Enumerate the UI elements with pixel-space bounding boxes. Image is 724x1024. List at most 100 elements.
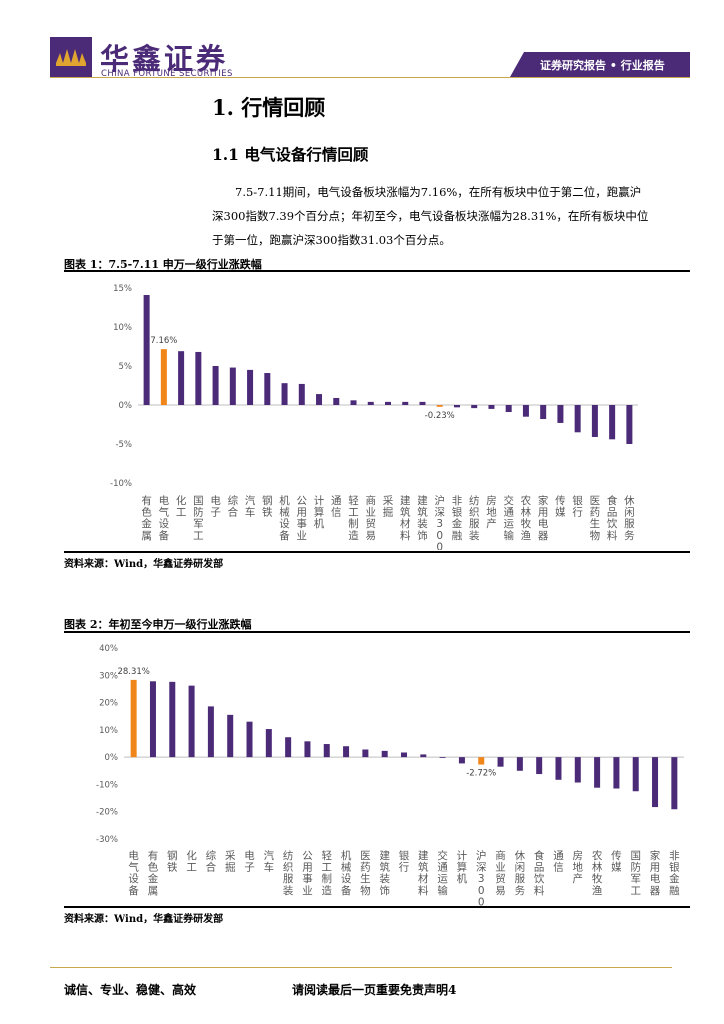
chart2-bar bbox=[381, 750, 388, 758]
paragraph-line-1: 7.5-7.11期间，电气设备板块涨幅为7.16%，在所有板块中位于第二位，跑赢… bbox=[235, 185, 642, 199]
chart1-category-label: 通信 bbox=[331, 495, 342, 519]
chart2-category-label: 建筑材料 bbox=[418, 849, 429, 897]
section-title: 1. 行情回顾 bbox=[212, 95, 326, 120]
chart2-ytick-label: 0% bbox=[105, 753, 119, 763]
chart1-category-label: 有色金属 bbox=[141, 494, 152, 542]
chart1-category-label: 家用电器 bbox=[538, 494, 549, 542]
chart2-category-label: 汽车 bbox=[264, 849, 275, 874]
chart2-category-label: 家用电器 bbox=[650, 849, 661, 897]
chart1-category-label: 食品饮料 bbox=[607, 494, 618, 542]
chart2-bar bbox=[594, 757, 601, 788]
chart2-bar bbox=[246, 721, 253, 758]
chart1-ytick-label: -5% bbox=[115, 440, 132, 450]
chart2-bar bbox=[207, 706, 214, 758]
chart1-bar bbox=[298, 383, 305, 405]
figure1-bottom-rule bbox=[64, 551, 690, 553]
chart1-category-label: 电子 bbox=[210, 494, 221, 519]
chart1-ytick-label: 15% bbox=[113, 284, 132, 294]
chart1-bar bbox=[453, 405, 460, 408]
chart2-category-label: 房地产 bbox=[573, 849, 584, 885]
chart1-bar bbox=[574, 405, 581, 433]
chart2-bar bbox=[149, 681, 156, 758]
chart1-ytick-label: -10% bbox=[110, 479, 132, 489]
chart1-bar bbox=[333, 397, 340, 405]
chart1-bar bbox=[609, 405, 616, 440]
chart2-ytick-label: -30% bbox=[96, 835, 118, 845]
chart2-category-label: 建筑装饰 bbox=[379, 849, 390, 897]
chart1-category-label: 化工 bbox=[176, 494, 187, 519]
chart2-bar bbox=[130, 679, 137, 758]
chart1-category-label: 传媒 bbox=[555, 495, 566, 519]
chart1-category-label: 房地产 bbox=[486, 494, 497, 530]
chart2-ytick-label: 10% bbox=[99, 726, 118, 736]
chart2-bar bbox=[458, 757, 465, 764]
chart2-bar bbox=[555, 757, 562, 780]
chart1-category-label: 机械设备 bbox=[279, 494, 290, 542]
chart2-category-label: 计算机 bbox=[457, 849, 468, 885]
chart1-bar bbox=[505, 405, 512, 413]
chart2: -30% -20% -10% 0% 10% 20% 30% 40% 电气设备 28.31% 有色金属… bbox=[96, 644, 684, 906]
chart1-category-label: 交通运输 bbox=[503, 494, 514, 542]
chart1-bar bbox=[281, 383, 288, 405]
chart2-category-label: 国防军工 bbox=[630, 850, 641, 897]
chart2-category-label: 商业贸易 bbox=[495, 849, 506, 897]
chart2-category-label: 非银金融 bbox=[669, 850, 680, 897]
footer-motto: 诚信、专业、稳健、高效 bbox=[64, 983, 197, 997]
chart2-bar bbox=[574, 757, 581, 783]
brand-name-english: CHINA FORTUNE SECURITIES bbox=[101, 69, 233, 79]
chart1-category-label: 休闲服务 bbox=[624, 495, 635, 542]
chart1-bar bbox=[212, 366, 219, 405]
chart2-category-label: 交通运输 bbox=[437, 849, 448, 897]
chart1-data-label: 7.16% bbox=[150, 336, 177, 346]
chart2-bar bbox=[188, 685, 195, 758]
chart1-ytick-label: 5% bbox=[119, 362, 133, 372]
chart2-category-label: 化工 bbox=[186, 849, 197, 874]
chart1-category-label: 汽车 bbox=[245, 494, 256, 519]
chart2-category-label: 通信 bbox=[553, 850, 564, 874]
chart2-bar bbox=[285, 737, 292, 758]
chart1-category-label: 建筑材料 bbox=[400, 494, 411, 542]
footer-divider bbox=[50, 967, 672, 968]
chart1-category-label: 医药生物 bbox=[590, 495, 601, 542]
chart2-category-label: 纺织服装 bbox=[283, 849, 294, 897]
chart2-bar bbox=[652, 757, 659, 808]
chart1-bar bbox=[229, 367, 236, 405]
chart2-bar bbox=[478, 757, 485, 765]
chart1-category-label: 农林牧渔 bbox=[521, 494, 532, 542]
chart2-category-label: 有色金属 bbox=[148, 849, 159, 897]
chart1-bar bbox=[247, 369, 254, 405]
chart2-category-label: 钢铁 bbox=[167, 849, 178, 874]
chart1-category-label: 综合 bbox=[228, 494, 239, 519]
chart1-bar bbox=[557, 405, 564, 423]
report-type-label: 证券研究报告 • 行业报告 bbox=[540, 59, 665, 72]
chart1-category-label: 沪深 3 0 0 bbox=[434, 494, 445, 550]
chart2-bar bbox=[323, 744, 330, 758]
chart1-bar bbox=[385, 401, 391, 405]
chart1-bar bbox=[402, 401, 409, 405]
figure1-title: 图表 1：7.5-7.11 申万一级行业涨跌幅 bbox=[64, 258, 262, 271]
chart2-bar bbox=[632, 757, 639, 792]
chart2-category-label: 休闲服务 bbox=[515, 850, 526, 897]
chart1-data-label: -0.23% bbox=[425, 411, 455, 421]
chart2-category-label: 食品饮料 bbox=[534, 849, 545, 897]
chart1-bar bbox=[264, 373, 271, 405]
chart2-bar bbox=[227, 714, 234, 758]
chart2-bar bbox=[401, 752, 407, 758]
chart1-bar bbox=[522, 405, 529, 417]
chart1-category-label: 电气设备 bbox=[159, 494, 170, 542]
chart2-ytick-label: -10% bbox=[96, 780, 118, 790]
chart1-category-label: 纺织服装 bbox=[469, 494, 480, 542]
figure1-source: 资料来源：Wind，华鑫证券研发部 bbox=[64, 559, 224, 570]
chart2-bar bbox=[420, 754, 427, 758]
chart1-bar bbox=[436, 405, 443, 407]
chart2-bar bbox=[265, 729, 272, 758]
chart2-category-label: 轻工制造 bbox=[322, 849, 333, 897]
chart2-category-label: 医药生物 bbox=[360, 850, 371, 897]
subsection-title: 1.1 电气设备行情回顾 bbox=[212, 145, 369, 164]
chart2-ytick-label: 20% bbox=[99, 699, 118, 709]
chart2-data-label: 28.31% bbox=[117, 667, 149, 677]
chart2-category-label: 公用事业 bbox=[302, 850, 313, 897]
figure1-top-rule bbox=[64, 270, 690, 272]
figure2-top-rule bbox=[64, 631, 690, 633]
